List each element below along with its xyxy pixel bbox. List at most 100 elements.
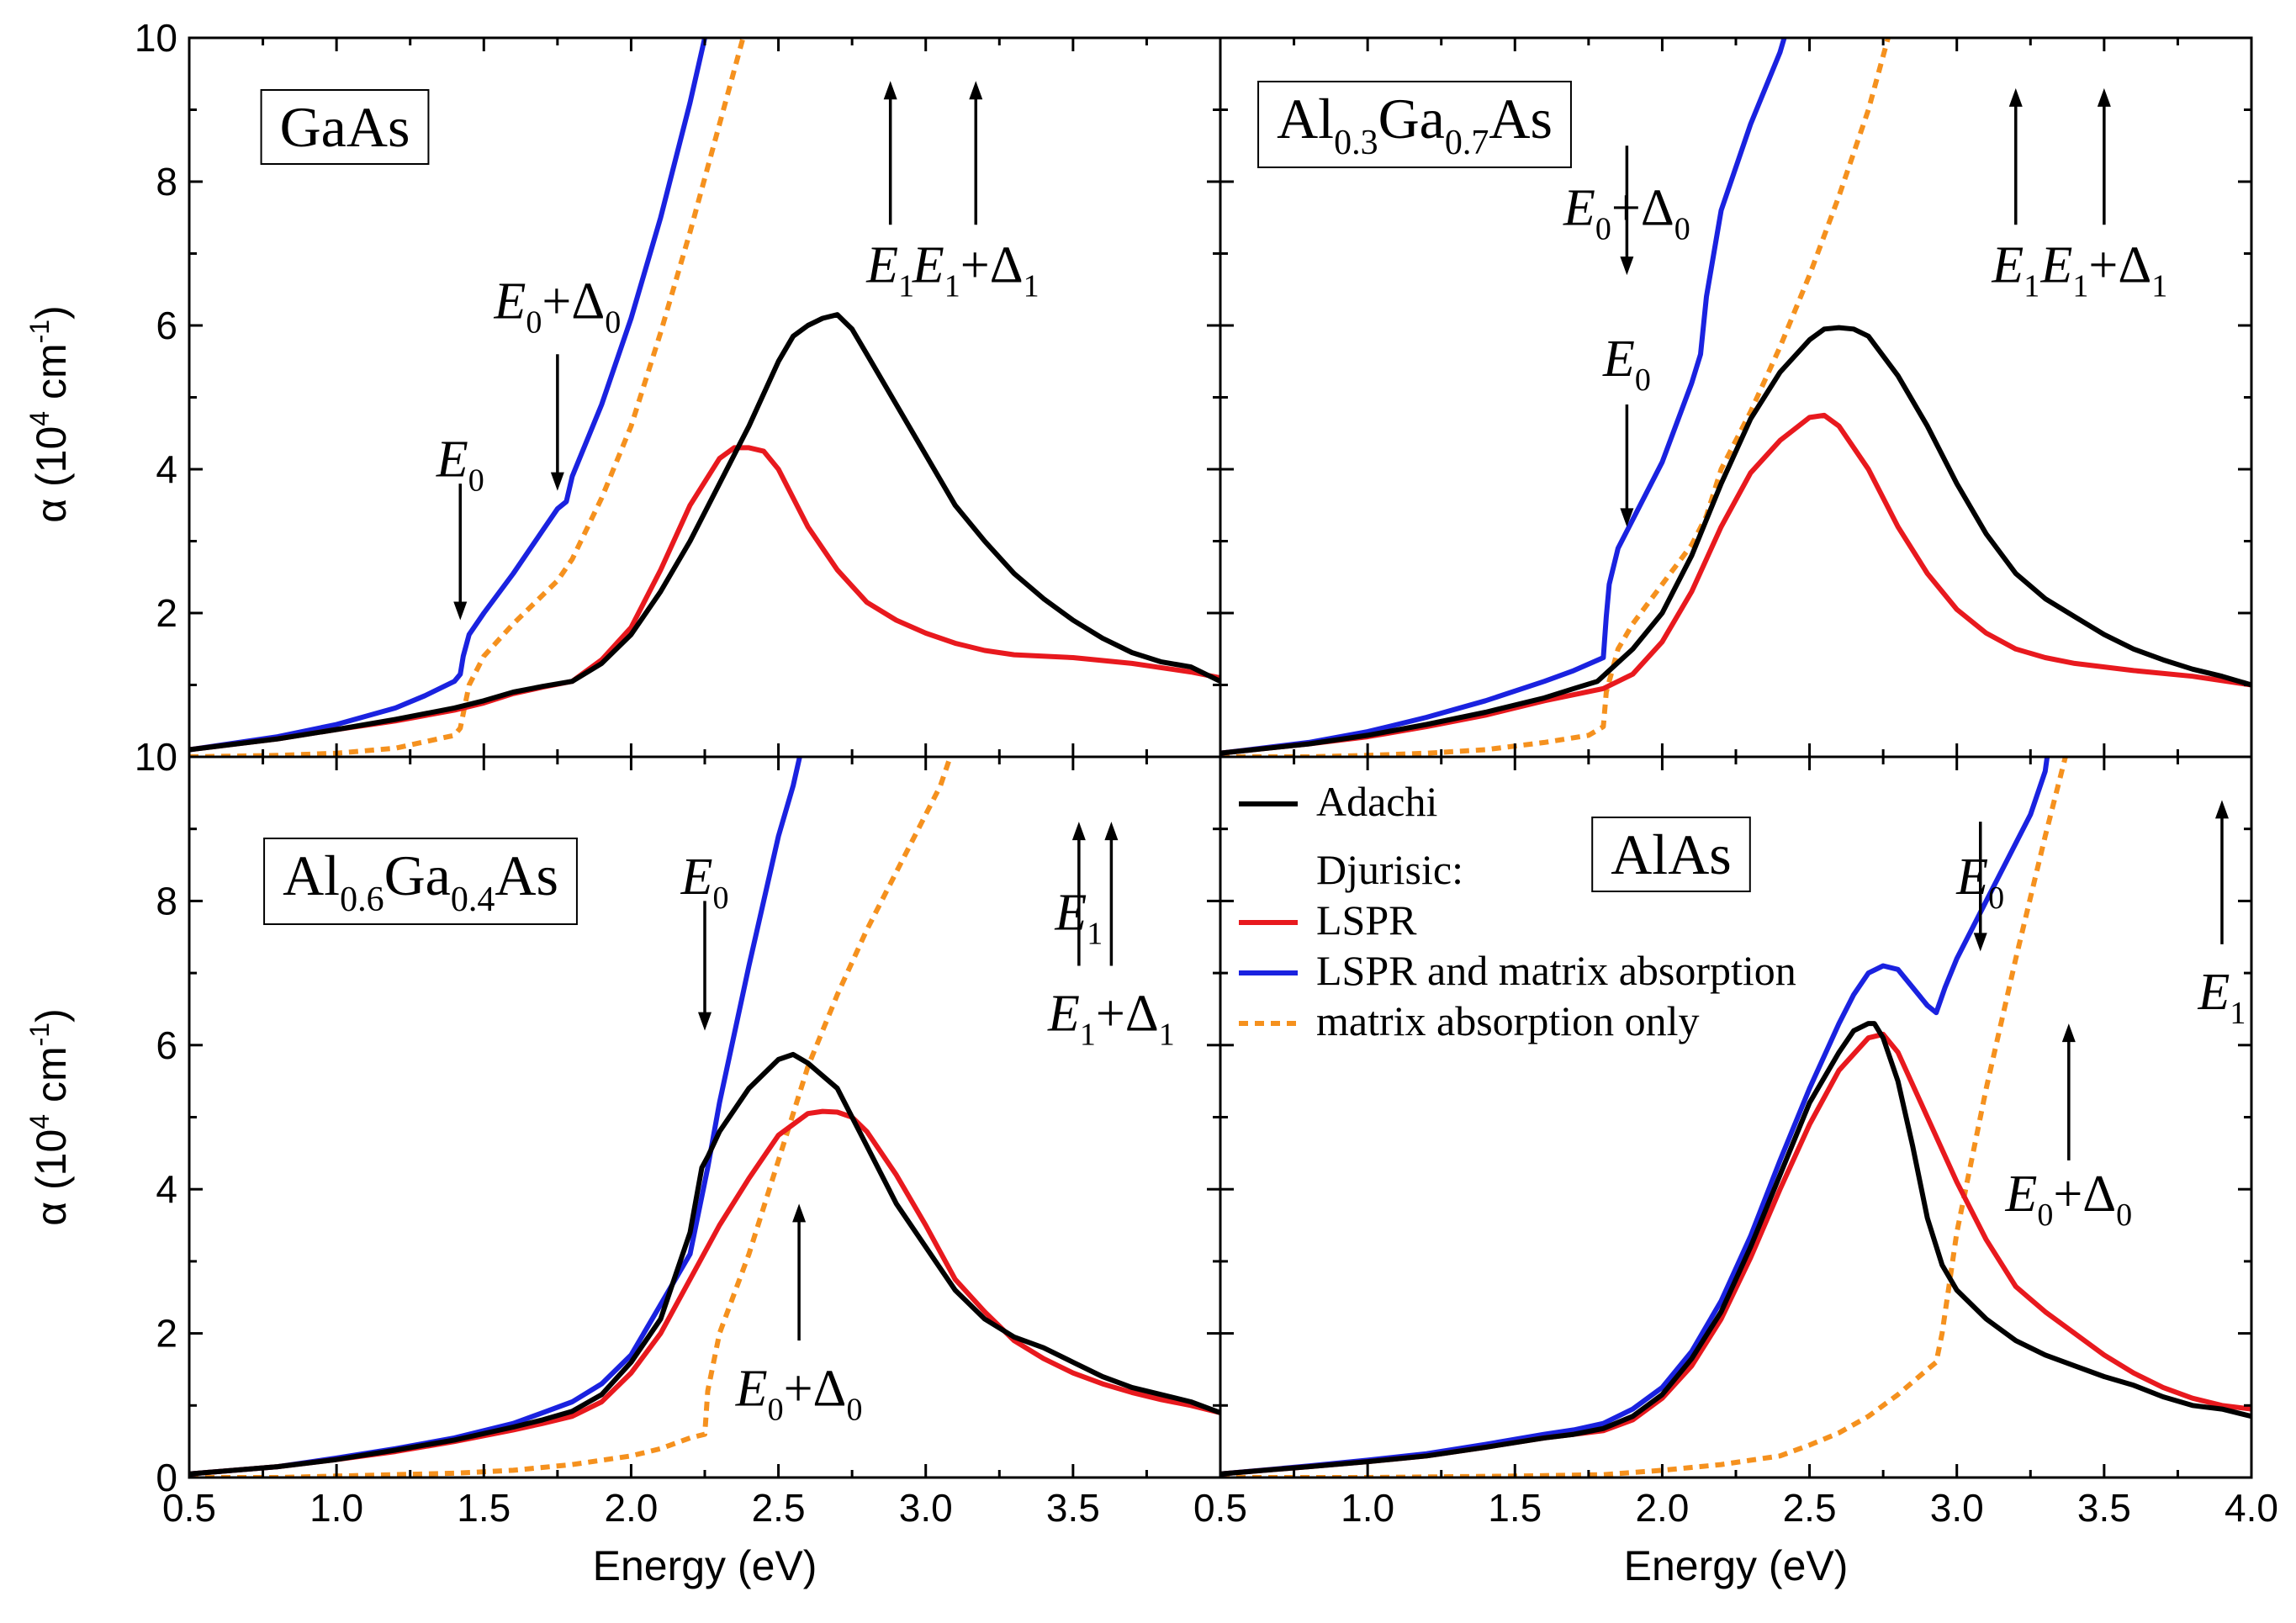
annotation: E1 <box>1991 87 2039 304</box>
panel-title-text-part-2: Ga <box>1378 87 1445 151</box>
annotation-arrow-head <box>1620 508 1634 527</box>
x-tick-label: 1.5 <box>457 1486 511 1530</box>
annotation-label: E0+Δ0 <box>1563 179 1690 246</box>
x-tick-label: 3.0 <box>899 1486 953 1530</box>
annotation-label-part-0: E <box>1955 849 1988 906</box>
annotation-label-part-0: E <box>2004 1166 2037 1223</box>
panel-title-text: GaAs <box>280 95 410 159</box>
annotation: E0 <box>436 431 484 621</box>
annotation-label-part-0: E <box>680 849 713 906</box>
annotation-label-part-1: 0 <box>2037 1197 2053 1233</box>
annotation: E0 <box>1602 330 1651 527</box>
panel-title-text-part-1: 0.3 <box>1334 124 1378 162</box>
panel-title-text-part-4: As <box>495 843 558 907</box>
annotation-label-part-0: E <box>493 272 526 330</box>
y-tick-label: 8 <box>156 160 177 204</box>
annotation: E1 <box>2198 800 2246 1031</box>
annotation-arrow-head <box>883 81 897 100</box>
annotation-label-part-1: 1 <box>2024 269 2039 304</box>
legend-label: Adachi <box>1316 778 1437 825</box>
annotation-label-part-1: 0 <box>712 880 728 916</box>
y-tick-label: 4 <box>156 1167 177 1211</box>
series-line-lspr <box>1220 412 2251 756</box>
annotation-label: E0 <box>436 431 484 499</box>
annotation-label-part-3: 1 <box>1159 1018 1175 1053</box>
annotation-label: E1 <box>1991 237 2039 304</box>
annotation: E0+Δ0 <box>1563 145 1690 276</box>
x-tick-label: 2.0 <box>1635 1486 1689 1530</box>
annotation-label: E1+Δ1 <box>1047 986 1175 1053</box>
series-line-matrix <box>1220 38 1891 757</box>
series-group <box>189 757 1220 1478</box>
annotation-label: E1 <box>1054 885 1103 952</box>
annotation-label: E0 <box>680 849 729 916</box>
panel-title: AlAs <box>1591 817 1751 892</box>
annotation-label-part-1: 1 <box>2072 269 2088 304</box>
annotation-label-part-0: E <box>735 1360 768 1417</box>
panel-title-text-part-3: 0.4 <box>451 880 495 919</box>
annotation: E1+Δ1 <box>1047 822 1175 1053</box>
annotation: E1+Δ1 <box>2039 87 2167 304</box>
annotation-arrow-head <box>2008 87 2023 107</box>
annotation-label-part-0: E <box>2198 964 2230 1021</box>
series-line-matrix <box>1220 757 2068 1478</box>
series-line-adachi <box>189 312 1220 753</box>
x-tick-label: 1.0 <box>1341 1486 1394 1530</box>
legend-label: LSPR <box>1316 896 1417 944</box>
y-axis-title-part: α (10 <box>28 426 75 523</box>
legend-label: Djurisic: <box>1316 846 1463 893</box>
y-tick-label: 4 <box>156 447 177 491</box>
y-tick-label: 6 <box>156 1023 177 1067</box>
panel-title-text: AlAs <box>1611 822 1732 886</box>
panel-title-text-part-3: 0.7 <box>1445 124 1489 162</box>
series-line-lspr_matrix <box>1220 757 2050 1477</box>
x-axis-title: Energy (eV) <box>593 1542 817 1589</box>
annotation-label-part-1: 1 <box>1080 1018 1096 1053</box>
series-line-adachi <box>189 1051 1220 1477</box>
panel-title: Al0.3Ga0.7As <box>1257 81 1572 168</box>
y-axis-title-part: 4 <box>24 411 55 426</box>
y-axis-title-part: α (10 <box>28 1129 75 1226</box>
panel-title-text: Al0.6Ga0.4As <box>283 843 558 919</box>
annotation-label-part-1: 0 <box>1635 362 1651 398</box>
y-tick-label: 2 <box>156 591 177 635</box>
y-axis-title-part: 4 <box>24 1114 55 1129</box>
series-line-lspr_matrix <box>189 38 707 753</box>
y-tick-label: 2 <box>156 1312 177 1356</box>
x-tick-label: 0.5 <box>162 1486 216 1530</box>
series-line-matrix <box>189 38 746 757</box>
annotation-arrow-head <box>1620 256 1634 276</box>
annotation-arrow-head <box>1104 822 1119 841</box>
y-axis-title: α (104 cm-1) <box>24 1008 75 1226</box>
annotation-arrow-head <box>550 472 564 491</box>
annotation-label-part-1: 1 <box>1087 917 1103 952</box>
annotation-label-part-0: E <box>2039 237 2072 294</box>
annotation-label-part-1: 0 <box>526 304 542 340</box>
legend-label: matrix absorption only <box>1316 997 1700 1044</box>
x-tick-label: 2.5 <box>752 1486 806 1530</box>
annotation-arrow-head <box>2061 1023 2076 1043</box>
annotation-label-part-3: 0 <box>846 1392 862 1427</box>
y-axis-title-part: -1 <box>24 320 55 343</box>
annotation-arrow-head <box>2097 87 2111 107</box>
annotation: E0+Δ0 <box>2004 1023 2132 1233</box>
panel-title-text-part-2: Ga <box>384 843 451 907</box>
y-axis-title-part: -1 <box>24 1023 55 1046</box>
x-axis-title: Energy (eV) <box>1624 1542 1849 1589</box>
annotation-label-part-3: 1 <box>2151 269 2167 304</box>
y-axis-title-part: ) <box>28 305 75 320</box>
annotation-label-part-0: E <box>1047 986 1080 1043</box>
annotation-label-part-0: E <box>1991 237 2024 294</box>
annotation-label: E0 <box>1602 330 1651 398</box>
annotation-label: E0+Δ0 <box>493 272 621 340</box>
series-group <box>189 38 1220 757</box>
panel-title-text-part-0: AlAs <box>1611 822 1732 886</box>
x-tick-label: 4.0 <box>2225 1486 2278 1530</box>
panel-title-box <box>1591 817 1751 892</box>
annotation: E0 <box>680 849 729 1031</box>
annotation-label-part-2: +Δ <box>542 272 605 330</box>
annotation-label-part-1: 1 <box>944 269 960 304</box>
